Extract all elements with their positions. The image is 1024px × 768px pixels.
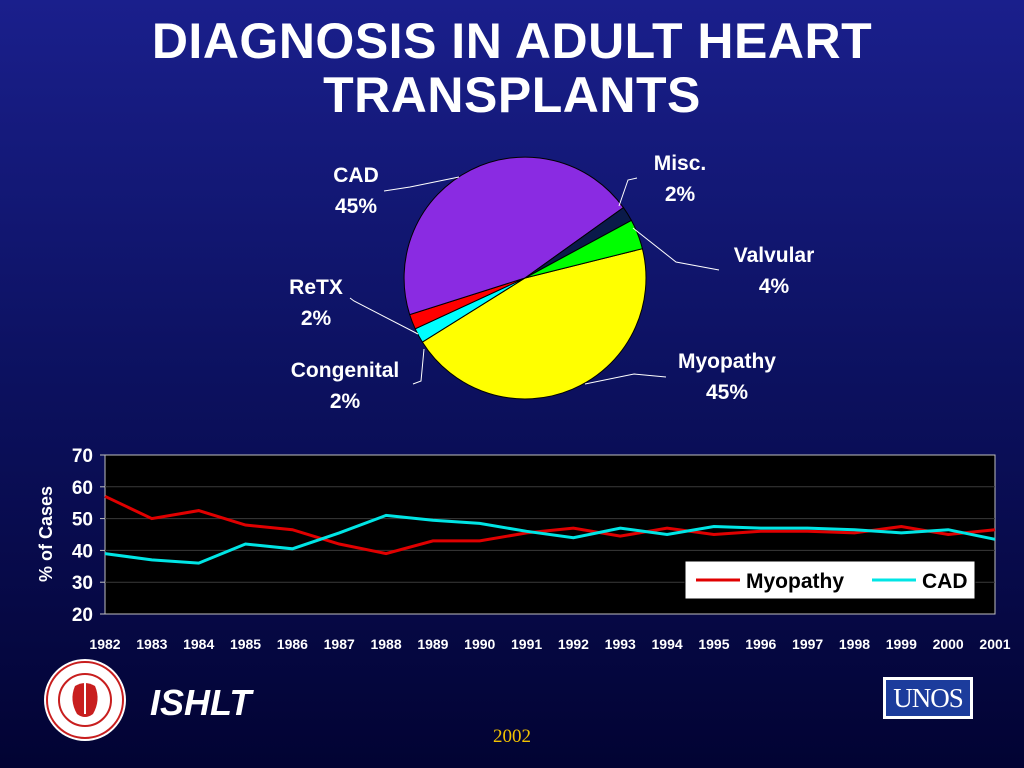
unos-logo: UNOS [883, 677, 973, 719]
label-name: Misc. [653, 152, 707, 175]
x-tick-label: 1985 [230, 636, 261, 652]
label-pct: 2% [664, 183, 696, 206]
x-tick-label: 1995 [698, 636, 729, 652]
label-name: Myopathy [677, 350, 776, 373]
x-tick-label: 1982 [89, 636, 120, 652]
label-name: CAD [333, 164, 379, 187]
x-tick-label: 1987 [324, 636, 355, 652]
title-line-1: DIAGNOSIS IN ADULT HEART [151, 13, 873, 69]
x-tick-label: 1986 [277, 636, 308, 652]
y-tick-label: 20 [72, 605, 93, 626]
pie-slice-cad [403, 156, 625, 316]
pie-label-myopathy: Myopathy 45% [662, 346, 792, 408]
pie-label-cad: CAD 45% [306, 160, 406, 222]
pie-slice-valvular [524, 219, 644, 279]
y-tick-label: 70 [72, 446, 93, 467]
label-pct: 45% [334, 195, 378, 218]
y-tick-label: 40 [72, 541, 93, 562]
unos-logo-text: UNOS [886, 680, 970, 716]
legend-label-myopathy: Myopathy [746, 570, 844, 593]
y-tick-label: 30 [72, 573, 93, 594]
legend: Myopathy CAD [684, 560, 976, 600]
pie-label-valvular: Valvular 4% [714, 240, 834, 302]
y-tick-label: 60 [72, 478, 93, 499]
label-pct: 2% [300, 307, 332, 330]
x-tick-label: 1994 [652, 636, 683, 652]
x-tick-label: 1993 [605, 636, 636, 652]
x-tick-label: 2000 [933, 636, 964, 652]
x-tick-label: 1997 [792, 636, 823, 652]
title-line-2: TRANSPLANTS [323, 67, 701, 123]
x-tick-label: 1998 [839, 636, 870, 652]
label-name: Congenital [290, 359, 400, 382]
x-tick-label: 1991 [511, 636, 542, 652]
x-tick-label: 1989 [417, 636, 448, 652]
x-tick-label: 1999 [886, 636, 917, 652]
label-pct: 4% [758, 275, 790, 298]
label-name: ReTX [289, 276, 343, 299]
legend-label-cad: CAD [922, 570, 968, 593]
label-name: Valvular [733, 244, 815, 267]
x-tick-label: 1996 [745, 636, 776, 652]
series-line-myopathy [104, 494, 996, 556]
leader-line-misc [618, 177, 638, 207]
series-line-cad [104, 513, 996, 565]
leader-line-retx [349, 297, 419, 335]
leader-line-cad [383, 176, 460, 192]
leader-line-myopathy [584, 373, 667, 385]
slide-title: DIAGNOSIS IN ADULT HEART TRANSPLANTS [0, 14, 1024, 122]
label-pct: 45% [705, 381, 749, 404]
leader-line-valvular [632, 227, 720, 271]
pie-label-retx: ReTX 2% [266, 272, 366, 334]
x-tick-label: 2001 [979, 636, 1010, 652]
y-tick-label: 50 [72, 510, 93, 531]
y-axis-label: % of Cases [36, 486, 56, 582]
footer-year: 2002 [493, 726, 531, 747]
x-tick-label: 1990 [464, 636, 495, 652]
org-name: ISHLT [150, 682, 252, 723]
x-tick-label: 1988 [370, 636, 401, 652]
x-tick-label: 1984 [183, 636, 214, 652]
label-pct: 2% [329, 390, 361, 413]
pie-label-congenital: Congenital 2% [272, 355, 418, 417]
x-tick-label: 1983 [136, 636, 167, 652]
pie-label-misc: Misc. 2% [630, 148, 730, 210]
pie-slice-myopathy [421, 248, 647, 400]
leader-line-congenital [412, 348, 425, 385]
ishlt-logo [44, 659, 126, 741]
x-tick-label: 1992 [558, 636, 589, 652]
